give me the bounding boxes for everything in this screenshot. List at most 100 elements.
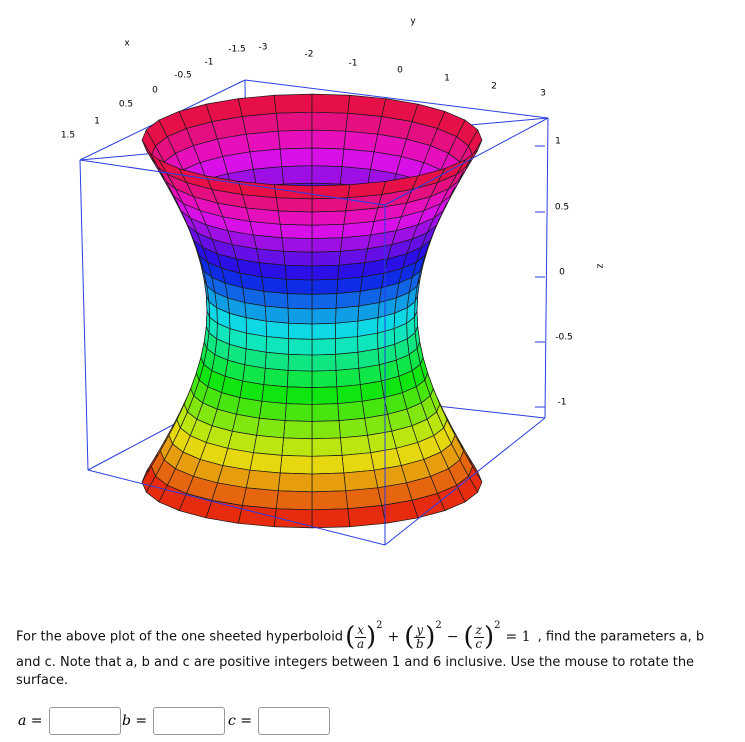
z-tick-label: -0.5 — [555, 333, 573, 343]
answer-input[interactable] — [48, 707, 121, 735]
surface-facet — [245, 130, 281, 153]
z-tick-label: -1 — [558, 398, 567, 408]
equation-operator: + — [387, 629, 400, 646]
y-tick-label: 1 — [444, 74, 450, 84]
question-text: For the above plot of the one sheeted hy… — [16, 629, 344, 645]
surface-facet — [311, 93, 351, 114]
surface-facet — [283, 420, 313, 440]
surface-facet — [337, 400, 366, 422]
surface-facet — [336, 384, 363, 405]
y-tick-label: -3 — [259, 43, 268, 53]
surface-facet — [311, 147, 345, 167]
surface-facet — [281, 237, 313, 253]
answer-input[interactable] — [153, 707, 226, 735]
x-tick-label: -1.5 — [228, 45, 246, 55]
paren: ( — [463, 622, 474, 653]
surface-facet — [265, 336, 289, 355]
surface-facet — [311, 508, 351, 529]
surface-facet — [277, 129, 313, 150]
surface-facet — [347, 505, 387, 528]
plot-3d[interactable]: 1.5 1 0.5 0 -0.5 -1 -1.5 -3 -2 -1 0 1 2 3 1 0.5 0 -0.5 -1 x… — [0, 0, 745, 600]
surface-facet — [335, 367, 361, 388]
surface-facet — [277, 210, 313, 226]
z-tick-label: 1 — [555, 137, 561, 147]
fraction-numerator: x — [355, 623, 366, 638]
surface-facet — [311, 293, 338, 310]
surface-facet — [258, 400, 287, 422]
surface-facet — [311, 370, 338, 389]
equation-operator: − — [446, 629, 459, 646]
y-tick-label: 2 — [491, 82, 497, 92]
fraction-numerator: z — [473, 623, 484, 638]
surface-facet — [283, 251, 313, 267]
surface-facet — [311, 437, 343, 457]
surface-facet — [285, 278, 313, 295]
surface-facet — [311, 386, 339, 405]
x-tick-label: -1 — [205, 58, 214, 68]
fraction-denominator: c — [475, 636, 483, 651]
answer-label: a = — [18, 713, 43, 729]
surface-facet — [311, 278, 339, 295]
y-tick-label: 0 — [397, 66, 403, 76]
x-tick-label: 1.5 — [61, 131, 75, 141]
surface-facet — [336, 276, 363, 295]
fraction-numerator: y — [414, 623, 426, 638]
surface-facet — [311, 223, 345, 240]
exponent: 2 — [494, 620, 501, 631]
surface-facet — [335, 320, 359, 340]
surface-facet — [275, 490, 313, 511]
paren: ( — [404, 622, 415, 653]
surface-facet — [311, 129, 347, 150]
paren: ) — [425, 622, 436, 653]
paren: ) — [483, 622, 495, 653]
surface-facet — [338, 417, 368, 439]
box-edge — [87, 469, 386, 546]
surface-facet — [343, 130, 379, 153]
x-tick-label: 0 — [152, 86, 158, 96]
question-line-2: and c. Note that a, b and c are positive… — [16, 655, 695, 670]
surface-facet — [256, 417, 286, 439]
surface-facet — [311, 354, 337, 372]
surface-facet — [311, 472, 347, 493]
surface-facet — [279, 223, 313, 240]
surface-facet — [311, 264, 340, 281]
surface-facet — [286, 370, 313, 389]
surface-facet — [275, 111, 313, 132]
y-tick-label: 3 — [540, 89, 546, 99]
surface-facet — [311, 403, 340, 422]
surface-facet — [279, 455, 313, 475]
surface-facet — [287, 307, 313, 325]
surface-facet — [311, 210, 347, 226]
answer-field: c = — [228, 707, 331, 735]
surface-facet — [311, 307, 337, 325]
box-edge — [384, 417, 546, 546]
surface-facet — [237, 94, 277, 117]
surface-facet — [335, 291, 361, 309]
exponent: 2 — [376, 620, 383, 631]
surface-facet — [311, 420, 341, 440]
surface-facet — [335, 351, 360, 371]
surface-facet — [284, 403, 313, 422]
equation: (x a) 2 +(y b) 2−(z c) 2 = 1 — [345, 620, 536, 653]
fraction-denominator: a — [357, 636, 365, 651]
x-tick-label: 0.5 — [119, 100, 133, 110]
x-tick-label: 1 — [94, 117, 100, 127]
y-tick-label: -2 — [305, 50, 314, 60]
surface-facet — [261, 384, 288, 405]
surface-facet — [277, 472, 313, 493]
surface-facet — [335, 305, 360, 324]
surface-facet — [311, 197, 349, 213]
surface-facet — [249, 148, 283, 170]
surface-facet — [279, 147, 313, 167]
surface-facet — [311, 237, 343, 253]
surface-facet — [249, 452, 283, 474]
surface-facet — [347, 94, 387, 117]
surface-facet — [275, 197, 313, 213]
surface-facet — [311, 490, 349, 511]
surface-facet — [341, 452, 375, 474]
paren: ( — [345, 622, 356, 653]
surface-facet — [263, 367, 289, 388]
answer-input[interactable] — [258, 707, 331, 735]
box-edge — [544, 117, 549, 419]
